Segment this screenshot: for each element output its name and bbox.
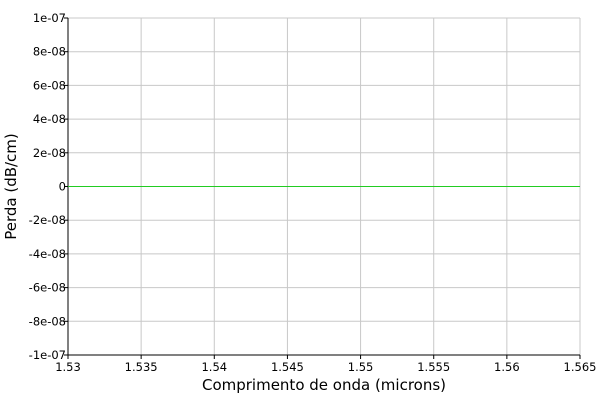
y-tick-label: -6e-08 <box>29 281 66 295</box>
x-tick-label: 1.535 <box>125 360 158 374</box>
y-tick-label: 8e-08 <box>33 45 66 59</box>
x-axis-title: Comprimento de onda (microns) <box>202 376 446 394</box>
y-tick-label: -2e-08 <box>29 213 66 227</box>
x-tick-label: 1.53 <box>55 360 81 374</box>
x-tick-label: 1.555 <box>417 360 450 374</box>
x-tick-label: 1.565 <box>564 360 597 374</box>
y-tick-label: 1e-07 <box>33 11 66 25</box>
y-tick-label: 4e-08 <box>33 112 66 126</box>
y-tick-label: 2e-08 <box>33 146 66 160</box>
x-tick-label: 1.54 <box>201 360 227 374</box>
y-tick-label: -1e-07 <box>29 348 66 362</box>
x-tick-label: 1.55 <box>348 360 374 374</box>
ticks: 1.53 1.535 1.54 1.545 1.55 1.555 1.56 1.565 1e-0… <box>29 11 597 374</box>
y-axis-title: Perda (dB/cm) <box>2 133 20 240</box>
y-tick-label: 6e-08 <box>33 78 66 92</box>
x-tick-label: 1.56 <box>494 360 520 374</box>
y-tick-label: 0 <box>59 180 66 194</box>
x-tick-label: 1.545 <box>271 360 304 374</box>
y-tick-label: -4e-08 <box>29 247 66 261</box>
y-tick-label: -8e-08 <box>29 314 66 328</box>
